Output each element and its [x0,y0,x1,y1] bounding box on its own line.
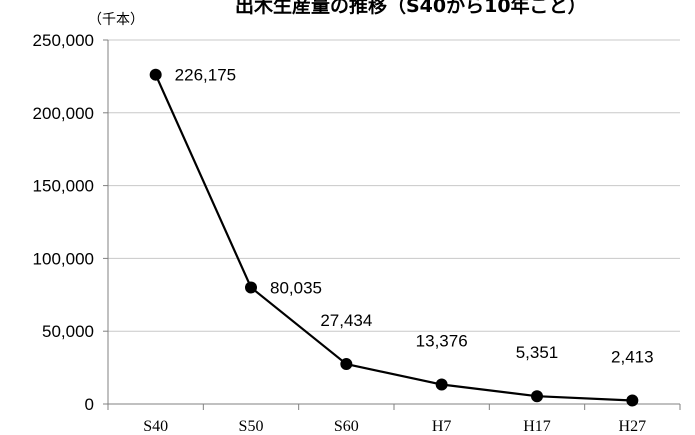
data-label: 80,035 [270,278,322,297]
y-tick-label: 150,000 [33,177,94,196]
y-tick-label: 100,000 [33,249,94,268]
data-point [245,281,257,294]
y-axis-unit-label: （千本） [88,12,144,28]
x-tick-label: S50 [239,418,264,435]
data-label: 226,175 [175,66,236,85]
x-axis-tick-labels: S40 S50 S60 H7 H17 H27 [143,418,646,435]
series-line [154,74,633,402]
x-tick-label: H17 [523,418,551,435]
x-tick-label: S40 [143,418,168,435]
axes [103,39,681,410]
y-tick-label: 50,000 [42,322,94,341]
data-point [626,394,639,407]
data-labels: 226,175 80,035 27,434 13,376 5,351 2,413 [175,66,654,367]
y-tick-label: 250,000 [33,31,94,50]
x-tick-label: H7 [432,418,452,435]
data-point [149,68,162,81]
data-point [435,378,448,391]
y-tick-label: 0 [85,395,94,414]
y-tick-label: 200,000 [33,104,94,123]
y-axis-tick-labels: 0 50,000 100,000 150,000 200,000 250,000 [33,31,94,414]
data-label: 27,434 [320,311,372,330]
data-label: 13,376 [416,332,468,351]
x-tick-label: S60 [334,418,359,435]
chart-title: 出木生産量の推移（S40から10年ごと） [235,0,587,17]
series-line-group [149,68,639,407]
data-label: 5,351 [516,343,559,362]
data-point [531,390,543,403]
x-tick-label: H27 [619,418,647,435]
data-label: 2,413 [611,347,654,366]
gridlines [108,39,680,332]
data-point [340,358,353,371]
